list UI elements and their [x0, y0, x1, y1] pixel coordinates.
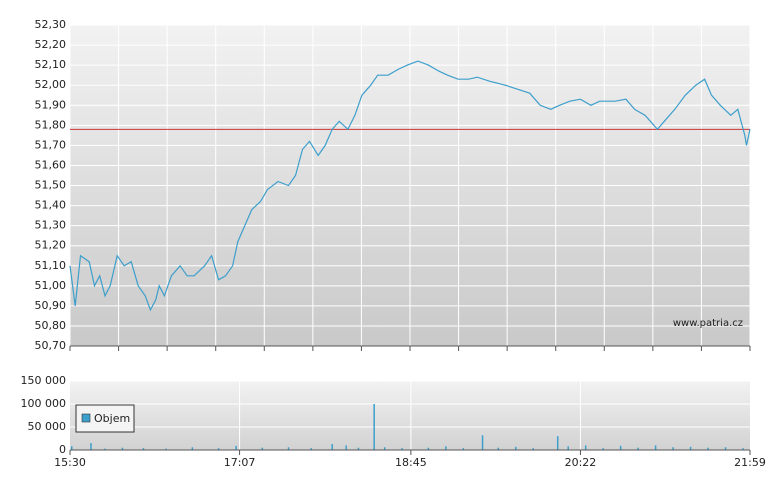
y-tick-label: 52,20 [35, 38, 67, 51]
volume-bar [357, 447, 360, 450]
x-tick-label: 20:22 [565, 456, 597, 469]
y-tick-label: 51,00 [35, 279, 67, 292]
y-tick-label: 52,00 [35, 78, 67, 91]
x-tick-label: 15:30 [54, 456, 86, 469]
y-tick-label: 0 [59, 443, 66, 456]
volume-bar [121, 447, 124, 450]
y-tick-label: 51,90 [35, 98, 67, 111]
volume-bar [497, 447, 500, 450]
x-tick-label: 18:45 [395, 456, 427, 469]
volume-bar [373, 404, 375, 450]
volume-bar [331, 444, 333, 450]
volume-bar [217, 448, 220, 450]
y-tick-label: 51,60 [35, 158, 67, 171]
y-tick-label: 50,80 [35, 319, 67, 332]
y-tick-label: 51,50 [35, 179, 67, 192]
volume-bar [481, 435, 484, 450]
volume-bar [707, 447, 709, 450]
y-tick-label: 150 000 [21, 374, 67, 387]
volume-bar [567, 446, 569, 450]
volume-bar [602, 448, 604, 450]
volume-bar [637, 447, 639, 450]
y-tick-label: 51,30 [35, 219, 67, 232]
volume-bar [235, 445, 237, 450]
volume-bar [261, 447, 264, 450]
watermark: www.patria.cz [673, 318, 743, 329]
volume-bar [383, 447, 386, 450]
volume-bar [689, 446, 692, 450]
volume-bar [427, 447, 430, 450]
y-tick-label: 50,70 [35, 339, 67, 352]
y-tick-label: 50,90 [35, 299, 67, 312]
volume-bar [104, 448, 106, 450]
x-tick-label: 21:59 [734, 456, 766, 469]
y-tick-label: 52,10 [35, 58, 67, 71]
volume-bar [515, 446, 517, 450]
y-tick-label: 51,40 [35, 199, 67, 212]
price-line [69, 60, 751, 312]
volume-bar [556, 436, 559, 450]
volume-bar [142, 448, 145, 450]
volume-bar [70, 446, 73, 450]
legend-swatch [81, 413, 91, 423]
y-tick-label: 51,10 [35, 259, 67, 272]
volume-bar [724, 447, 727, 450]
y-tick-label: 51,70 [35, 138, 67, 151]
volume-bar [90, 443, 92, 450]
volume-bar [401, 448, 403, 450]
volume-bar [191, 447, 194, 450]
y-tick-label: 52,30 [35, 18, 67, 31]
volume-bar [672, 447, 674, 450]
y-tick-label: 51,80 [35, 118, 67, 131]
y-tick-label: 100 000 [21, 397, 67, 410]
volume-bar [165, 448, 167, 450]
volume-bar [310, 448, 312, 450]
legend-label: Objem [94, 412, 130, 425]
volume-bar [345, 445, 347, 450]
volume-bar [619, 445, 622, 450]
volume-panel [70, 381, 750, 450]
volume-bar [445, 446, 447, 450]
x-tick-label: 17:07 [224, 456, 256, 469]
volume-bar [462, 448, 465, 450]
volume-bar [742, 448, 744, 450]
volume-bar [584, 445, 587, 450]
volume-bar [532, 448, 534, 450]
volume-bar [287, 447, 290, 450]
y-tick-label: 50 000 [28, 420, 67, 433]
volume-bar [654, 445, 657, 450]
y-tick-label: 51,20 [35, 239, 67, 252]
